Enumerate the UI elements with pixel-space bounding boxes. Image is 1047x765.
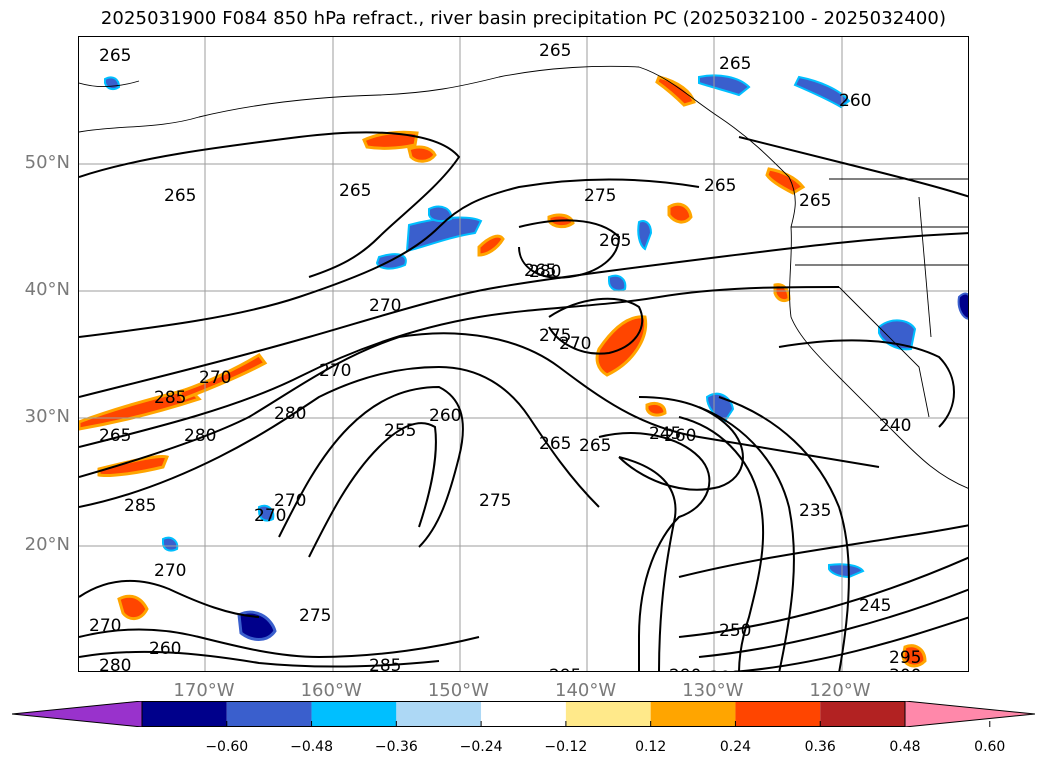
contour-label: 275 xyxy=(584,186,616,206)
contour-label: 280 xyxy=(99,656,131,672)
colorbar-segment xyxy=(820,701,905,727)
contour-label: 270 xyxy=(199,368,231,388)
contour-label: 265 xyxy=(719,54,751,74)
colorbar-segment xyxy=(650,701,736,727)
contour-label: 270 xyxy=(319,361,351,381)
colorbar xyxy=(11,700,1036,728)
contour-label: 235 xyxy=(799,501,831,521)
colorbar-tick-label: −0.48 xyxy=(290,739,333,755)
contour-label: 300 xyxy=(709,668,741,672)
contour-label: 265 xyxy=(579,436,611,456)
longitude-label: 120°W xyxy=(809,680,871,701)
colorbar-tick-label: 0.12 xyxy=(635,739,667,755)
colorbar-extend-low xyxy=(11,700,143,728)
contour-label: 245 xyxy=(859,596,891,616)
contour-label: 280 xyxy=(184,426,216,446)
contour-label: 270 xyxy=(274,491,306,511)
contour-label: 275 xyxy=(539,326,571,346)
colorbar-outline xyxy=(141,701,906,727)
contour-label: 290 xyxy=(669,666,701,672)
colorbar-tick-label: 0.60 xyxy=(974,739,1006,755)
contour-label: 265 xyxy=(339,181,371,201)
map-title: 2025031900 F084 850 hPa refract., river … xyxy=(100,8,947,29)
latitude-label: 50°N xyxy=(24,152,70,173)
contour-label: 295 xyxy=(889,648,921,668)
contour-label: 285 xyxy=(124,496,156,516)
refractivity-contours xyxy=(79,131,968,671)
colorbar-tick-label: 0.36 xyxy=(804,739,836,755)
contour-label: 265 xyxy=(599,231,631,251)
colorbar-segment xyxy=(481,701,566,727)
contour-label: 265 xyxy=(799,191,831,211)
contour-label: 260 xyxy=(149,639,181,659)
colorbar-segment xyxy=(226,701,312,727)
contour-label: 265 xyxy=(99,46,131,66)
contour-label: 260 xyxy=(839,91,871,111)
longitude-label: 140°W xyxy=(555,680,617,701)
longitude-label: 170°W xyxy=(173,680,235,701)
latitude-label: 20°N xyxy=(24,533,70,555)
colorbar-tick-label: −0.36 xyxy=(374,739,418,755)
colorbar-tick-label: −0.12 xyxy=(544,739,588,755)
colorbar-segment xyxy=(565,701,651,727)
colorbar-graphic xyxy=(11,700,1036,728)
colorbar-extend-high xyxy=(904,700,1036,728)
contour-label: 295 xyxy=(549,666,581,672)
graticule-lines xyxy=(79,37,968,671)
colorbar-segment xyxy=(396,701,482,727)
colorbar-segment xyxy=(311,701,397,727)
contour-label: 265 xyxy=(539,41,571,61)
contour-label: 265 xyxy=(704,176,736,196)
contour-label: 270 xyxy=(89,616,121,636)
contour-label: 280 xyxy=(274,404,306,424)
colorbar-segment xyxy=(735,701,821,727)
coastlines xyxy=(79,65,968,489)
map-panel: 265 265 265 265 260 265 265 275 265 265 270 270 270 2… xyxy=(78,36,969,672)
contour-label: 270 xyxy=(254,506,286,526)
colorbar-segment xyxy=(142,701,227,727)
colorbar-tick-label: 0.24 xyxy=(719,739,752,755)
contour-label: 240 xyxy=(879,416,911,436)
contour-label: 275 xyxy=(479,491,511,511)
contour-label: 265 xyxy=(164,186,196,206)
contour-label: 270 xyxy=(369,296,401,316)
contour-label: 270 xyxy=(154,561,186,581)
contour-label: 265 xyxy=(524,261,556,281)
contour-label: 275 xyxy=(299,606,331,626)
contour-label: 260 xyxy=(664,426,696,446)
contour-label: 245 xyxy=(649,424,681,444)
latitude-label: 40°N xyxy=(24,279,70,301)
contour-label: 285 xyxy=(154,388,186,408)
contour-label: 265 xyxy=(539,434,571,454)
longitude-label: 160°W xyxy=(300,680,362,701)
contour-label: 285 xyxy=(369,656,401,672)
colorbar-tick-label: 0.48 xyxy=(889,739,921,755)
contour-label: 265 xyxy=(99,426,131,446)
longitude-label: 130°W xyxy=(682,680,744,701)
contour-label: 300 xyxy=(889,666,921,672)
contour-label: 250 xyxy=(719,621,751,641)
latitude-label: 30°N xyxy=(24,406,70,428)
contour-label: 260 xyxy=(429,406,461,426)
contour-label: 255 xyxy=(384,421,416,441)
colorbar-tick-label: −0.24 xyxy=(459,739,503,755)
longitude-label: 150°W xyxy=(427,680,489,701)
colorbar-tick-label: −0.60 xyxy=(205,739,249,755)
contour-label: 270 xyxy=(559,334,591,354)
contour-label: 280 xyxy=(529,262,561,282)
